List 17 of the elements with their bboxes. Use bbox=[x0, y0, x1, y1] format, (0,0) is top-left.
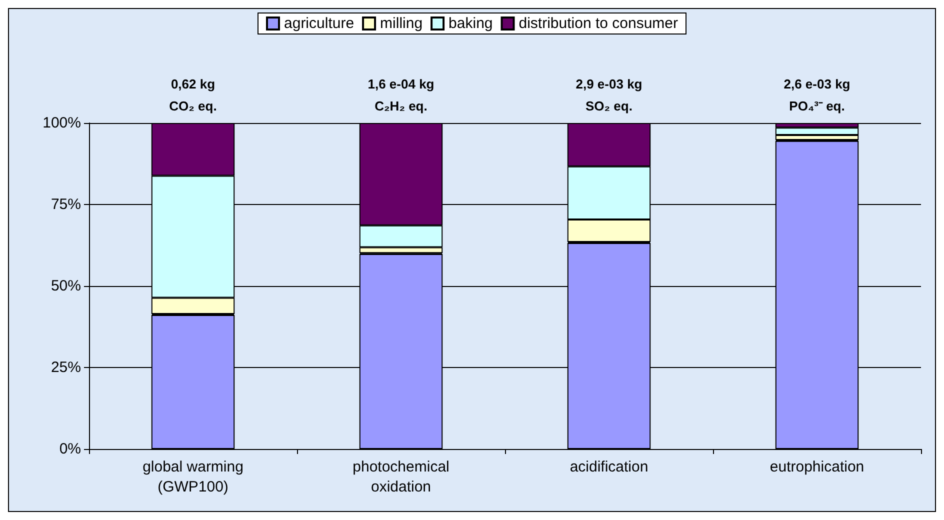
x-tick-label: global warming (GWP100) bbox=[142, 458, 244, 496]
y-tick-label: 25% bbox=[50, 359, 81, 376]
annotation: 0,62 kg CO₂ eq. bbox=[169, 76, 217, 114]
legend-label: milling bbox=[380, 15, 423, 32]
legend-label: baking bbox=[448, 15, 493, 32]
y-tick-label: 0% bbox=[59, 440, 81, 458]
legend-label: agriculture bbox=[284, 15, 354, 32]
y-tick-label: 50% bbox=[50, 278, 81, 294]
legend-label: distribution to consumer bbox=[518, 15, 678, 32]
x-tick-label: eutrophication bbox=[770, 458, 864, 476]
x-tick-label: photochemical oxidation bbox=[352, 458, 450, 496]
annotation: 2,6 e-03 kg PO₄³⁻ eq. bbox=[784, 76, 850, 114]
y-tick-label: 75% bbox=[50, 196, 81, 213]
x-tick-label: acidification bbox=[570, 458, 648, 476]
y-tick-label: 100% bbox=[42, 114, 81, 132]
annotation: 1,6 e-04 kg C₂H₂ eq. bbox=[368, 76, 434, 114]
annotation: 2,9 e-03 kg SO₂ eq. bbox=[576, 76, 642, 114]
